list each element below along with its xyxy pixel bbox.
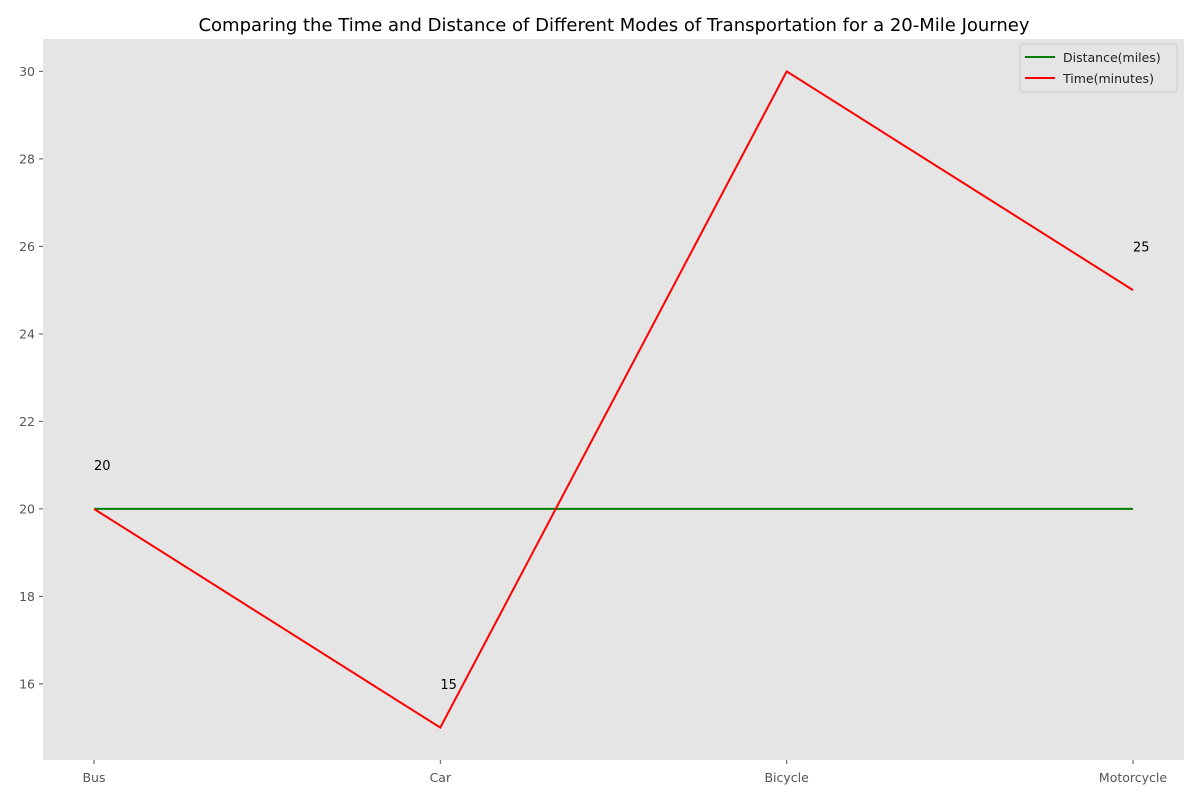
y-tick-label: 18: [19, 589, 35, 604]
y-tick-label: 16: [19, 676, 35, 691]
series-line-1: [93, 69, 1134, 730]
x-tick-label: Bus: [82, 770, 105, 785]
data-label: 15: [440, 678, 457, 693]
legend-label-distance: Distance(miles): [1063, 50, 1161, 65]
y-axis: 16 18 20 22 24 26 28 30: [19, 64, 43, 691]
y-tick-label: 30: [19, 64, 35, 79]
x-tick-label: Car: [430, 770, 452, 785]
data-labels: 20 15 25: [94, 240, 1150, 693]
chart-title: Comparing the Time and Distance of Diffe…: [198, 15, 1029, 36]
x-tick-label: Motorcycle: [1099, 770, 1167, 785]
y-tick-label: 24: [19, 326, 35, 341]
data-label: 25: [1133, 240, 1150, 255]
series-lines: [93, 69, 1134, 730]
y-tick-label: 20: [19, 501, 35, 516]
legend-box: [1019, 43, 1178, 93]
legend: Distance(miles) Time(minutes): [1019, 43, 1178, 93]
x-tick-label: Bicycle: [764, 770, 809, 785]
y-tick-label: 26: [19, 239, 35, 254]
data-label: 20: [94, 459, 111, 474]
y-tick-label: 28: [19, 151, 35, 166]
legend-label-time: Time(minutes): [1062, 71, 1154, 86]
y-tick-label: 22: [19, 414, 35, 429]
x-axis: Bus Car Bicycle Motorcycle: [82, 760, 1167, 785]
